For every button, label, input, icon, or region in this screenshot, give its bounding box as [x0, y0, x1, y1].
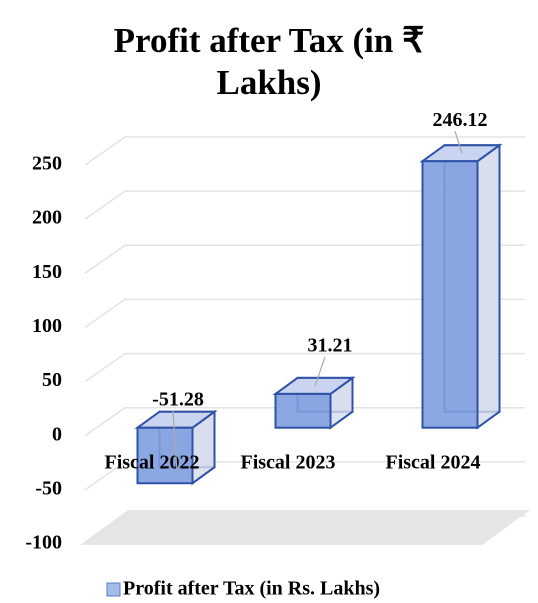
chart-title: Profit after Tax (in ₹ Lakhs) — [113, 21, 425, 102]
legend-swatch — [106, 582, 121, 597]
x-tick-label: Fiscal 2022 — [105, 452, 200, 474]
grid-line — [84, 190, 525, 220]
y-tick-label: 0 — [52, 423, 62, 445]
bar — [136, 426, 194, 485]
data-label: -51.28 — [152, 388, 204, 410]
bar-side — [476, 143, 501, 430]
leader-line — [314, 356, 326, 387]
grid-line — [84, 136, 525, 166]
data-label: 246.12 — [433, 109, 488, 131]
grid-line — [84, 515, 525, 545]
bar — [421, 160, 479, 429]
grid-line — [84, 461, 525, 491]
y-tick-label: -50 — [35, 477, 62, 499]
grid-line — [84, 298, 525, 329]
leader-line — [172, 410, 178, 472]
data-label: 31.21 — [308, 335, 353, 357]
grid-line — [84, 406, 525, 437]
bar — [274, 392, 332, 429]
x-tick-label: Fiscal 2023 — [241, 452, 336, 474]
y-tick-label: 150 — [32, 261, 62, 283]
grid-line — [84, 352, 525, 383]
y-tick-label: 250 — [32, 153, 62, 175]
leader-line — [454, 131, 463, 154]
x-tick-label: Fiscal 2024 — [386, 452, 481, 474]
y-tick-label: 200 — [32, 207, 62, 229]
y-tick-label: -100 — [25, 532, 62, 554]
floor — [80, 510, 530, 545]
grid-line — [84, 244, 525, 274]
legend-label: Profit after Tax (in Rs. Lakhs) — [123, 578, 380, 600]
y-tick-label: 50 — [42, 369, 62, 391]
y-tick-label: 100 — [32, 315, 62, 337]
